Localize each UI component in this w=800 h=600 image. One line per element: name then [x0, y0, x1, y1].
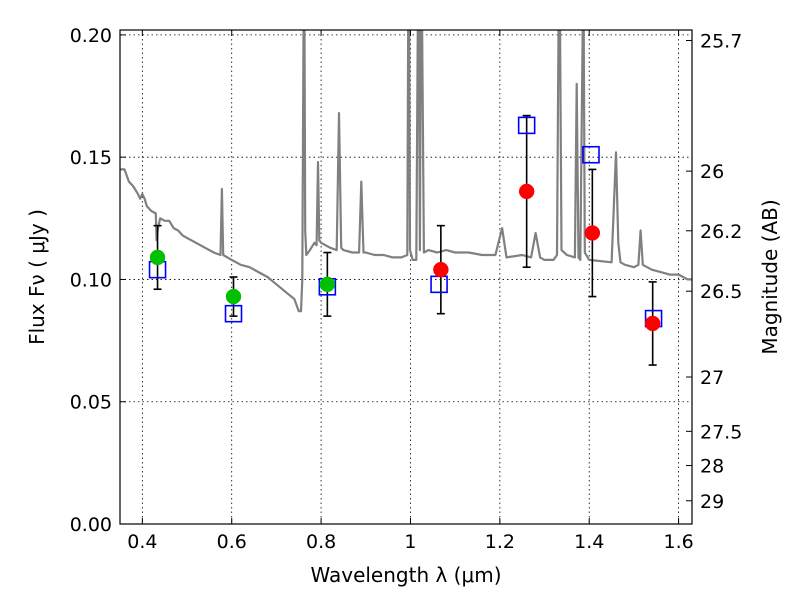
observed-red-point	[433, 261, 449, 278]
x-tick-label: 0.8	[306, 531, 336, 553]
y2-tick-label: 28	[700, 456, 724, 478]
model-square	[517, 116, 536, 135]
y2-tick-label: 26.5	[700, 281, 742, 303]
model-square	[224, 304, 243, 323]
x-tick-label: 0.6	[217, 531, 247, 553]
spectrum-line	[120, 30, 692, 313]
observed-red-point	[644, 315, 661, 332]
plot-data	[120, 30, 692, 313]
observed-green-point	[319, 276, 336, 293]
x-tick-label: 1.4	[574, 531, 604, 553]
x-tick-label: 1	[404, 531, 416, 553]
y2-tick-label: 27	[700, 367, 724, 389]
x-axis-title: Wavelength λ (μm)	[310, 563, 501, 587]
y2-tick-label: 26.2	[700, 221, 742, 243]
y2-tick-label: 26	[700, 161, 724, 183]
y-tick-label: 0.00	[70, 514, 112, 536]
axis-ticks: 0.4 0.6 0.8 1 1.2 1.4 1.6 0.00 0.05 0.10 0.15 0.20 2…	[70, 25, 743, 553]
observed-red-point	[584, 225, 601, 241]
plot-frame	[119, 29, 693, 525]
x-tick-label: 1.2	[485, 531, 515, 553]
y-tick-label: 0.15	[70, 147, 112, 169]
y-tick-label: 0.10	[70, 269, 112, 291]
y-tick-label: 0.05	[70, 392, 112, 414]
data-points	[148, 114, 663, 366]
x-tick-label: 0.4	[127, 531, 157, 553]
y2-tick-label: 27.5	[700, 421, 742, 443]
y2-axis-title: Magnitude (AB)	[758, 199, 782, 354]
y2-tick-label: 25.7	[700, 31, 742, 53]
y-tick-label: 0.20	[70, 25, 112, 47]
observed-green-point	[225, 288, 242, 305]
observed-red-point	[518, 183, 535, 200]
model-square	[582, 145, 600, 164]
y2-tick-label: 29	[700, 491, 724, 513]
y-axis-title: Flux Fν ( μJy )	[25, 209, 49, 345]
model-square	[430, 275, 448, 294]
observed-green-point	[149, 249, 166, 266]
grid-lines	[120, 30, 692, 524]
x-tick-label: 1.6	[663, 531, 693, 553]
